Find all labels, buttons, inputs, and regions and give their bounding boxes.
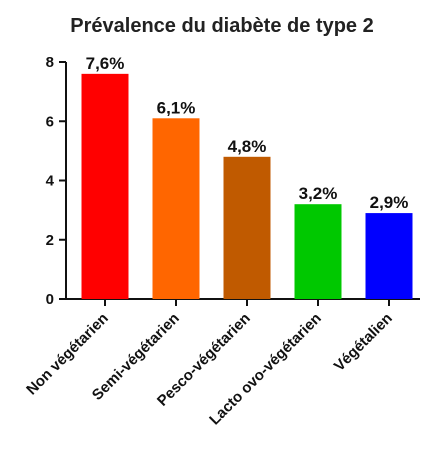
data-label: 3,2% (299, 184, 338, 203)
bar (152, 118, 200, 299)
data-label: 6,1% (157, 98, 196, 117)
y-tick-label: 6 (46, 113, 54, 130)
bar (81, 73, 129, 299)
bar (365, 213, 413, 299)
data-label: 2,9% (370, 193, 409, 212)
y-tick-label: 4 (46, 173, 55, 190)
chart-title: Prévalence du diabète de type 2 (70, 15, 373, 37)
bar (223, 156, 271, 299)
y-tick-label: 2 (46, 232, 54, 249)
y-tick-label: 8 (46, 54, 54, 71)
category-label: Végétalien (331, 310, 396, 375)
data-label: 7,6% (86, 54, 125, 73)
data-label: 4,8% (228, 137, 267, 156)
bar (294, 204, 342, 299)
y-tick-label: 0 (46, 291, 54, 308)
